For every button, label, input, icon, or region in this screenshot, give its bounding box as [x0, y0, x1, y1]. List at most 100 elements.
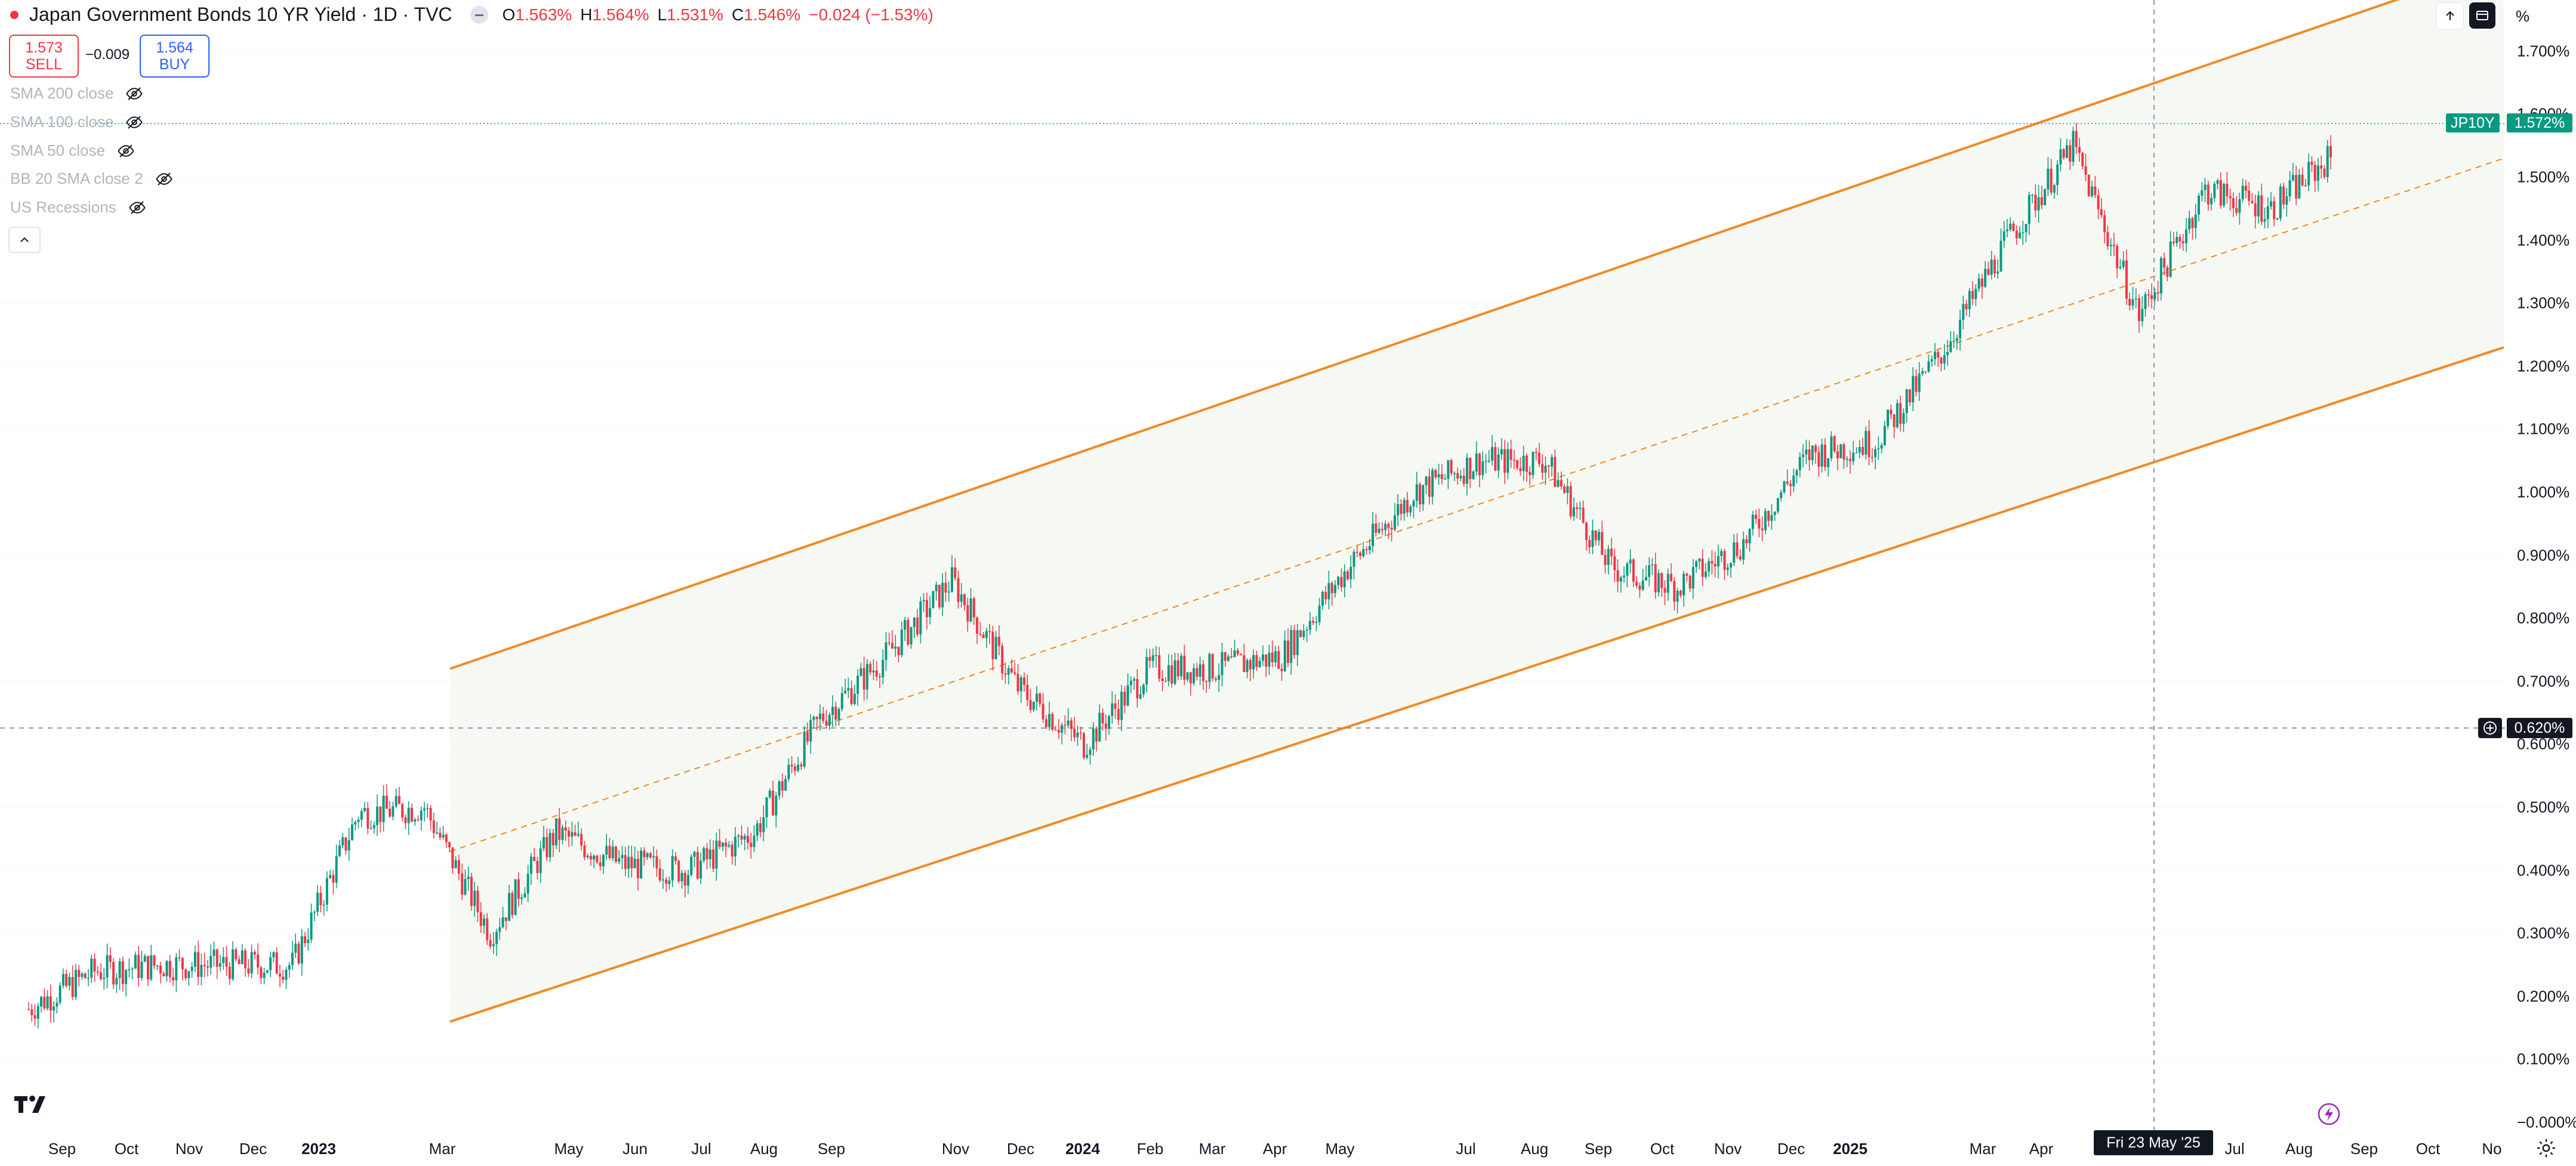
- candle-body: [1921, 371, 1924, 374]
- candle-body: [1393, 515, 1396, 530]
- candle-body: [1623, 575, 1626, 578]
- candle-body: [784, 779, 787, 791]
- candle-body: [43, 997, 46, 1008]
- candle-body: [904, 619, 907, 630]
- buy-button[interactable]: 1.564 BUY: [140, 35, 209, 78]
- candle-body: [200, 965, 203, 977]
- candle-body: [1120, 692, 1123, 720]
- price-axis[interactable]: % 1.700%1.600%1.500%1.400%1.300%1.200%1.…: [2505, 0, 2576, 1146]
- price-axis-label: 0.300%: [2517, 924, 2570, 942]
- candle-body: [514, 879, 517, 915]
- candle-body: [1425, 476, 1428, 485]
- symbol-title[interactable]: Japan Government Bonds 10 YR Yield · 1D …: [29, 4, 452, 25]
- candle-body: [2326, 146, 2329, 177]
- candle-body: [803, 732, 806, 767]
- scroll-up-button[interactable]: [2436, 2, 2464, 30]
- context-menu-button[interactable]: [2469, 2, 2495, 29]
- candle-body: [2288, 180, 2291, 196]
- candle-body: [1290, 630, 1293, 663]
- candle-body: [335, 856, 338, 883]
- price-axis-label: 1.000%: [2517, 483, 2570, 501]
- candle-body: [473, 890, 476, 906]
- eye-off-icon[interactable]: [117, 142, 135, 160]
- candle-body: [1896, 403, 1899, 427]
- eye-off-icon[interactable]: [155, 170, 173, 188]
- candle-body: [687, 875, 689, 886]
- candle-body: [36, 1006, 39, 1019]
- spread-value: −0.009: [85, 47, 130, 63]
- candle-body: [529, 856, 532, 874]
- candle-body: [215, 949, 218, 967]
- sell-button[interactable]: 1.573 SELL: [9, 35, 79, 78]
- indicator-sma50[interactable]: SMA 50 close: [10, 141, 135, 160]
- candle-body: [1039, 693, 1042, 704]
- candle-body: [800, 764, 803, 767]
- candle-body: [517, 879, 520, 899]
- candle-body: [2184, 229, 2187, 243]
- candle-body: [1362, 549, 1365, 556]
- candle-body: [1770, 514, 1773, 521]
- candle-body: [307, 939, 310, 943]
- time-axis-label: Aug: [750, 1140, 778, 1158]
- candle-body: [750, 843, 753, 847]
- candle-body: [235, 949, 238, 960]
- candle-body: [1419, 484, 1422, 505]
- indicator-bb20[interactable]: BB 20 SMA close 2: [10, 169, 173, 188]
- candle-body: [2257, 195, 2260, 217]
- candle-body: [721, 842, 724, 847]
- candle-body: [1529, 471, 1532, 476]
- indicator-sma100[interactable]: SMA 100 close: [10, 113, 143, 131]
- candle-body: [218, 963, 221, 967]
- eye-off-icon[interactable]: [125, 113, 143, 131]
- candle-body: [1051, 714, 1054, 730]
- candle-body: [856, 675, 859, 694]
- candle-body: [1648, 565, 1651, 577]
- candle-body: [574, 832, 577, 836]
- settings-icon[interactable]: [2535, 1137, 2557, 1159]
- time-axis-label: Jul: [1456, 1140, 1476, 1158]
- candle-body: [583, 845, 586, 857]
- last-price-tag: 1.572%: [2507, 113, 2572, 132]
- channel-lower-line[interactable]: [449, 346, 2504, 1023]
- candle-body: [1683, 573, 1686, 596]
- candle-body: [1551, 456, 1554, 467]
- tradingview-logo-icon[interactable]: [13, 1094, 51, 1114]
- candle-body: [2216, 180, 2219, 184]
- indicator-label: BB 20 SMA close 2: [10, 169, 143, 187]
- collapse-legend-icon[interactable]: [470, 5, 488, 24]
- candle-body: [1858, 446, 1861, 453]
- indicator-us-recessions[interactable]: US Recessions: [10, 198, 146, 217]
- indicator-sma200[interactable]: SMA 200 close: [10, 84, 143, 103]
- candle-body: [310, 912, 313, 940]
- candle-body: [2119, 267, 2122, 269]
- candle-body: [840, 693, 843, 710]
- candle-body: [1346, 571, 1349, 579]
- price-axis-label: 1.300%: [2517, 294, 2570, 312]
- crosshair-plus-button[interactable]: [2478, 718, 2502, 738]
- collapse-indicators-button[interactable]: [8, 227, 41, 253]
- candle-body: [357, 819, 360, 822]
- candle-body: [938, 584, 941, 607]
- lightning-icon[interactable]: [2317, 1102, 2341, 1126]
- candle-body: [1277, 651, 1280, 669]
- candle-body: [1064, 724, 1067, 726]
- candle-body: [593, 855, 596, 860]
- candle-body: [2047, 168, 2050, 190]
- candle-body: [891, 643, 894, 649]
- candle-body: [426, 807, 429, 809]
- eye-off-icon[interactable]: [128, 199, 146, 217]
- eye-off-icon[interactable]: [125, 85, 143, 103]
- indicator-label: SMA 50 close: [10, 141, 105, 159]
- candle-body: [2207, 184, 2210, 205]
- last-price-symbol-tag: JP10Y: [2446, 113, 2500, 132]
- candle-body: [1453, 473, 1456, 474]
- candle-body: [369, 828, 372, 829]
- candle-body: [542, 837, 545, 849]
- channel-upper-line[interactable]: [449, 0, 2504, 670]
- candle-body: [93, 958, 96, 971]
- candle-body: [1651, 564, 1654, 566]
- time-axis[interactable]: Sep Oct Nov Dec 2023 Mar May Jun Jul Aug Sep Nov Dec…: [0, 1133, 2576, 1166]
- candle-body: [1698, 559, 1701, 562]
- candle-body: [1739, 556, 1742, 560]
